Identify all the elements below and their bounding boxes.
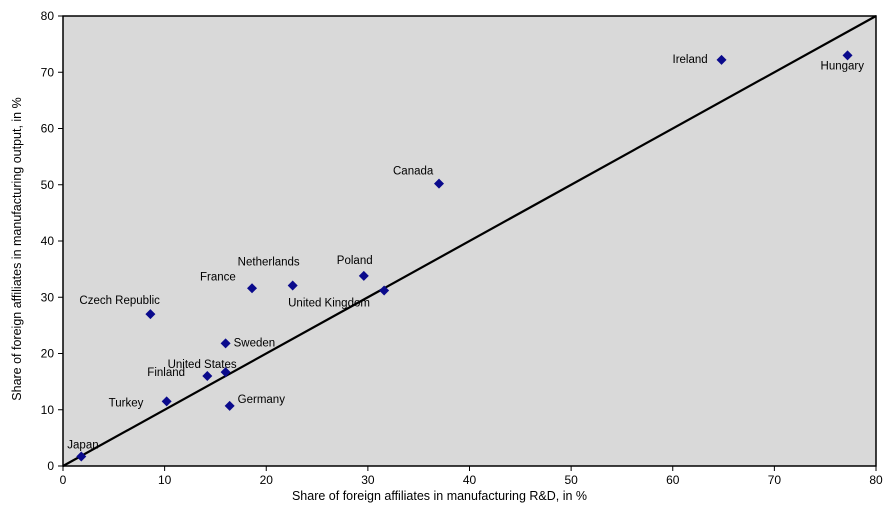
y-tick-label: 10: [41, 403, 55, 417]
data-point-marker: [145, 309, 156, 320]
y-axis: 0 10 20 30 40 50 60 70 80: [41, 9, 63, 473]
data-point-label: Hungary: [821, 60, 865, 72]
data-point-marker: [247, 283, 258, 294]
x-axis-title: Share of foreign affiliates in manufactu…: [292, 489, 587, 503]
x-tick-label: 20: [260, 473, 274, 487]
data-point-label: United States: [168, 359, 237, 371]
data-point-marker: [434, 178, 445, 189]
data-point-marker: [842, 50, 853, 61]
y-tick-label: 60: [41, 122, 55, 136]
data-point-marker: [161, 396, 172, 407]
reference-line: [62, 15, 877, 467]
x-axis: 0 10 20 30 40 50 60 70 80: [60, 466, 883, 487]
x-tick-label: 0: [60, 473, 67, 487]
y-tick-label: 40: [41, 234, 55, 248]
reference-line-group: [62, 15, 877, 467]
x-tick-label: 40: [463, 473, 477, 487]
data-point-marker: [379, 285, 390, 296]
y-tick-label: 0: [47, 459, 54, 473]
data-point-marker: [202, 371, 213, 381]
data-point-label: United Kingdom: [288, 298, 370, 310]
y-tick-label: 30: [41, 290, 55, 304]
data-point-marker: [287, 280, 298, 291]
x-tick-label: 10: [158, 473, 172, 487]
y-axis-title: Share of foreign affiliates in manufactu…: [10, 97, 24, 400]
x-tick-label: 30: [361, 473, 375, 487]
data-point-label: Czech Republic: [79, 295, 160, 307]
data-point-label: Turkey: [109, 397, 144, 409]
data-point-marker: [716, 54, 727, 65]
data-point-label: Poland: [337, 255, 373, 267]
x-tick-label: 70: [768, 473, 782, 487]
data-point-marker: [224, 400, 235, 411]
data-point-marker: [358, 270, 369, 281]
x-tick-label: 60: [666, 473, 680, 487]
data-point-label: Sweden: [234, 337, 276, 349]
data-point-label: France: [200, 271, 236, 283]
x-tick-label: 80: [869, 473, 883, 487]
data-point-marker: [220, 338, 231, 349]
y-tick-label: 70: [41, 65, 55, 79]
data-point-label: Canada: [393, 166, 434, 178]
data-point-label: Japan: [67, 439, 98, 451]
y-tick-label: 50: [41, 178, 55, 192]
y-tick-label: 80: [41, 9, 55, 23]
data-point-label: Finland: [147, 367, 185, 379]
data-point-label: Germany: [238, 394, 286, 406]
y-tick-label: 20: [41, 347, 55, 361]
data-point-label: Ireland: [673, 54, 708, 66]
data-point-marker: [76, 451, 87, 462]
data-point-marker: [220, 367, 231, 378]
x-tick-label: 50: [564, 473, 578, 487]
data-point-label: Netherlands: [238, 256, 300, 268]
